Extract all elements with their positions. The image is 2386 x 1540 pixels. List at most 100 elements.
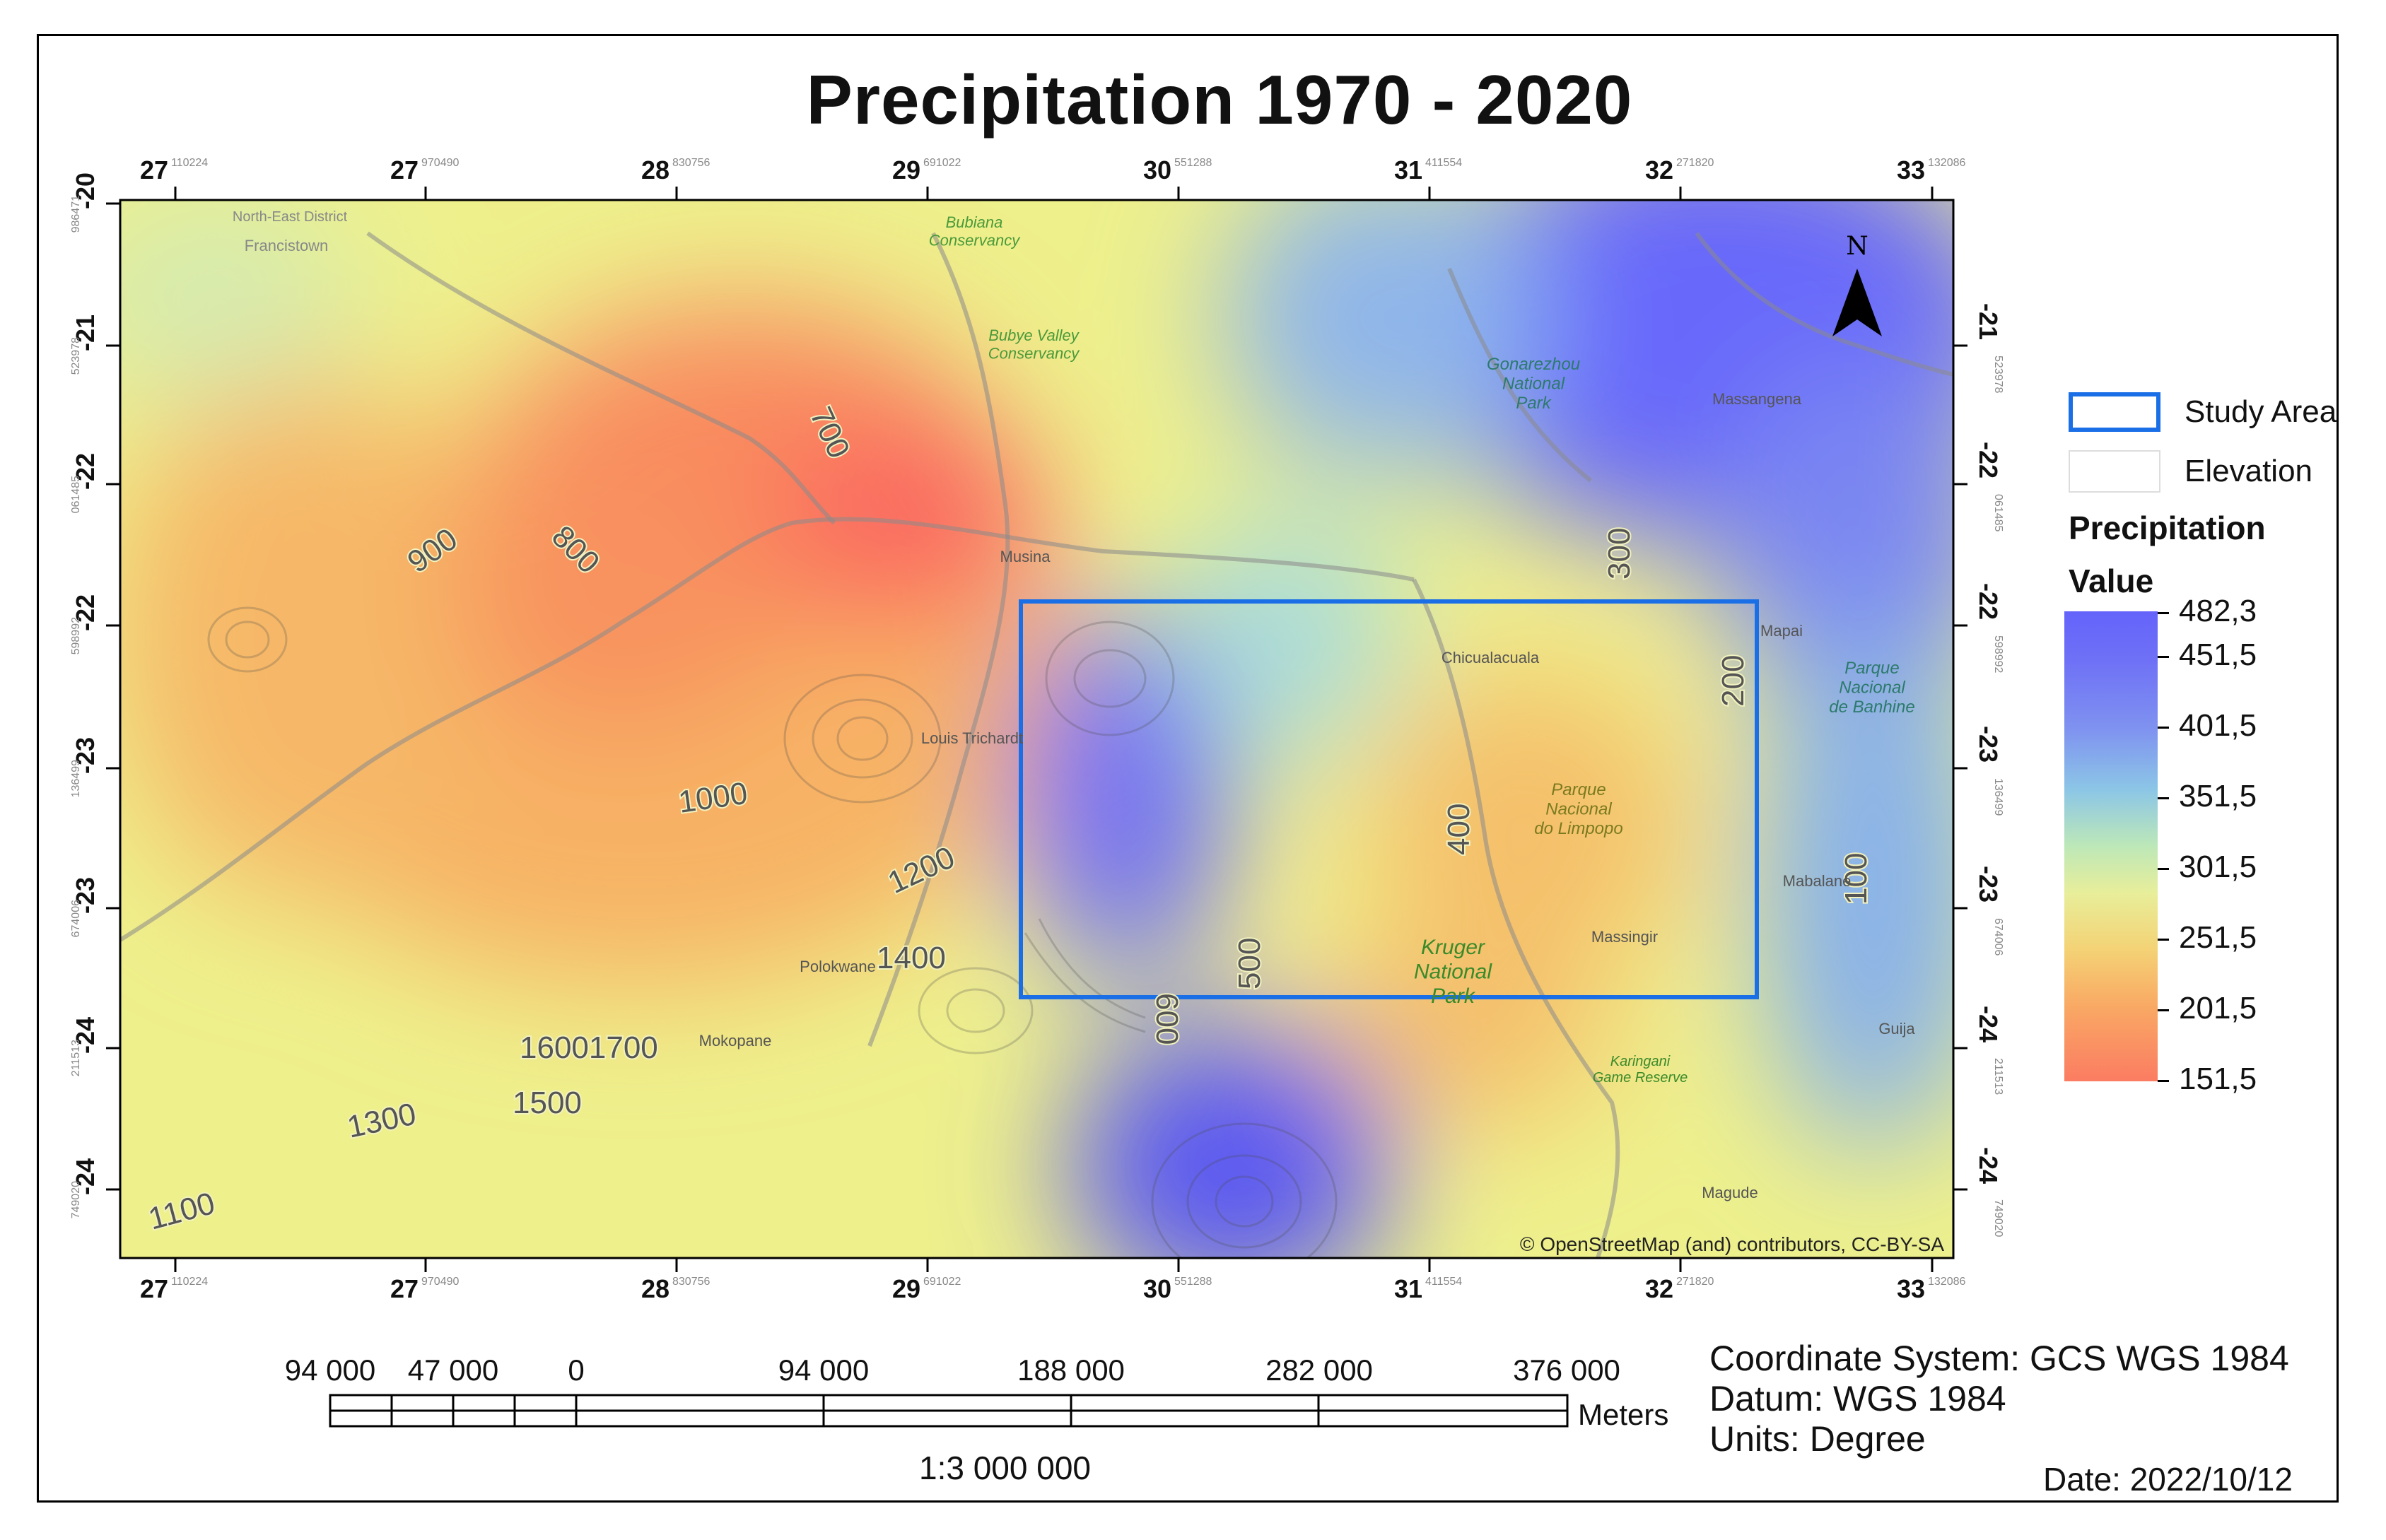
left-tick-minor-label: 598992 (70, 617, 82, 654)
left-tick-label: -24 (71, 1158, 100, 1195)
top-tick-label: 32 (1645, 155, 1673, 184)
bottom-tick-label: 33 (1897, 1274, 1925, 1303)
bottom-tick-minor-label: 110224 (171, 1276, 208, 1288)
legend-tick-label: 482,3 (2179, 594, 2257, 628)
road-network (120, 231, 1953, 1258)
place-label: Massangena (1712, 390, 1802, 408)
place-label: North-East District (233, 209, 348, 225)
precipitation-surface (120, 200, 1953, 1258)
contour-label: 16001700 (520, 1030, 658, 1065)
scale-bar-label: 0 (568, 1353, 585, 1387)
contour-label: 1500 (513, 1086, 582, 1120)
place-label: Bubiana Conservancy (929, 213, 1021, 249)
top-tick-minor-label: 411554 (1425, 157, 1462, 169)
legend-tick-mark (2158, 1080, 2169, 1082)
map-title: Precipitation 1970 - 2020 (806, 61, 1633, 139)
legend-tick-label: 401,5 (2179, 708, 2257, 743)
place-label: Guija (1878, 1020, 1915, 1038)
left-tick-label: -23 (71, 877, 100, 914)
legend-tick-label: 351,5 (2179, 779, 2257, 813)
legend-tick-mark (2158, 797, 2169, 799)
legend-study-area-label: Study Area (2185, 394, 2337, 429)
place-label: Louis Trichardt (921, 729, 1023, 747)
left-tick-label: -22 (71, 594, 100, 631)
legend-tick-mark (2158, 868, 2169, 870)
top-tick-minor-label: 132086 (1928, 157, 1965, 169)
north-arrow-left-half-icon (1832, 269, 1857, 336)
place-label: Mapai (1760, 622, 1803, 640)
legend-tick-label: 151,5 (2179, 1062, 2257, 1096)
place-label: Musina (1000, 548, 1051, 565)
place-label: Mabalane (1783, 872, 1852, 890)
right-tick-minor-label: 136499 (1992, 778, 2004, 816)
legend-tick-label: 301,5 (2179, 850, 2257, 884)
scale-bar-label: 94 000 (284, 1353, 376, 1387)
left-tick-minor-label: 674006 (70, 900, 82, 937)
bottom-tick-label: 28 (641, 1274, 669, 1303)
contour-label: 100 (1839, 853, 1873, 905)
contour-label: 400 (1441, 804, 1476, 855)
place-label: Massingir (1591, 928, 1658, 946)
place-label: Chicualacuala (1441, 649, 1540, 666)
north-label: N (1846, 232, 1869, 261)
left-tick-minor-label: 136499 (70, 760, 82, 797)
top-tick-minor-label: 551288 (1174, 157, 1212, 169)
place-label: Francistown (245, 237, 329, 254)
place-label: Polokwane (800, 958, 876, 975)
place-label: Bubye Valley Conservancy (988, 327, 1080, 362)
map-neatline (119, 199, 1955, 1259)
legend-color-ramp (2064, 611, 2158, 1081)
top-tick-minor-label: 830756 (672, 157, 710, 169)
legend-elevation-label: Elevation (2185, 454, 2313, 488)
legend-study-area-swatch (2069, 392, 2160, 432)
right-tick-label: -21 (1974, 303, 2003, 340)
left-tick-minor-label: 061485 (70, 476, 82, 513)
top-tick-label: 30 (1143, 155, 1171, 184)
place-label: Kruger National Park (1414, 936, 1492, 1008)
study-area-outline[interactable] (1019, 599, 1759, 999)
legend-tick-mark (2158, 939, 2169, 941)
top-tick-label: 27 (140, 155, 168, 184)
top-tick-label: 28 (641, 155, 669, 184)
right-tick-minor-label: 598992 (1992, 635, 2004, 673)
right-tick-minor-label: 211513 (1992, 1058, 2004, 1095)
legend-elevation-swatch (2069, 450, 2160, 493)
bottom-tick-label: 27 (390, 1274, 419, 1303)
legend-tick-mark (2158, 1009, 2169, 1011)
contour-label: 500 (1232, 938, 1267, 989)
place-label: Parque Nacional de Banhine (1829, 659, 1914, 717)
bottom-tick-minor-label: 132086 (1928, 1276, 1965, 1288)
scale-bar-label: 282 000 (1265, 1353, 1373, 1387)
contour-label: 300 (1602, 528, 1637, 580)
scale-unit: Meters (1578, 1398, 1669, 1431)
legend-tick-label: 201,5 (2179, 991, 2257, 1025)
top-tick-minor-label: 271820 (1676, 157, 1714, 169)
coordinate-system: Coordinate System: GCS WGS 1984 (1709, 1339, 2289, 1378)
place-label: Magude (1702, 1184, 1758, 1201)
legend-tick-label: 451,5 (2179, 637, 2257, 672)
left-tick-minor-label: 523978 (70, 337, 82, 375)
bottom-tick-minor-label: 970490 (421, 1276, 459, 1288)
left-tick-label: -24 (71, 1017, 100, 1054)
bottom-tick-minor-label: 551288 (1174, 1276, 1212, 1288)
right-tick-label: -22 (1974, 583, 2003, 620)
bottom-tick-label: 27 (140, 1274, 168, 1303)
map-frame (37, 34, 2339, 1503)
contour-label: 600 (1150, 993, 1184, 1045)
left-tick-minor-label: 986471 (70, 195, 82, 233)
units: Units: Degree (1709, 1419, 1926, 1459)
top-tick-minor-label: 110224 (171, 157, 208, 169)
right-tick-minor-label: 523978 (1992, 355, 2004, 393)
bottom-tick-label: 30 (1143, 1274, 1171, 1303)
bottom-tick-label: 29 (892, 1274, 920, 1303)
bottom-tick-label: 31 (1394, 1274, 1422, 1303)
top-tick-label: 33 (1897, 155, 1925, 184)
scale-bar-label: 188 000 (1017, 1353, 1125, 1387)
bottom-tick-label: 32 (1645, 1274, 1673, 1303)
contour-label: 1400 (877, 941, 946, 975)
north-arrow: N (1832, 232, 1882, 336)
right-tick-label: -24 (1974, 1006, 2003, 1042)
right-tick-minor-label: 749020 (1992, 1199, 2004, 1237)
place-label: Gonarezhou National Park (1487, 355, 1580, 413)
